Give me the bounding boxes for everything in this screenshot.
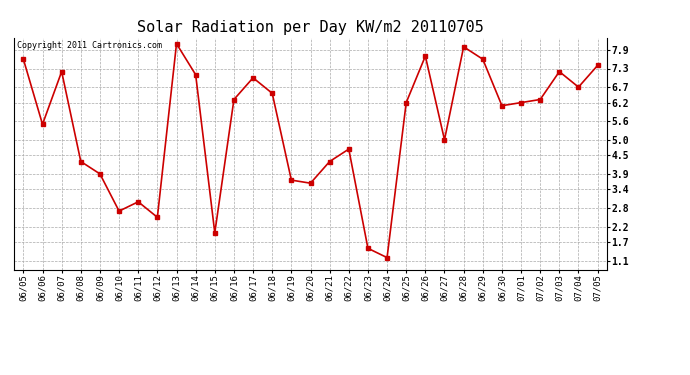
Text: Copyright 2011 Cartronics.com: Copyright 2011 Cartronics.com [17,41,161,50]
Title: Solar Radiation per Day KW/m2 20110705: Solar Radiation per Day KW/m2 20110705 [137,20,484,35]
